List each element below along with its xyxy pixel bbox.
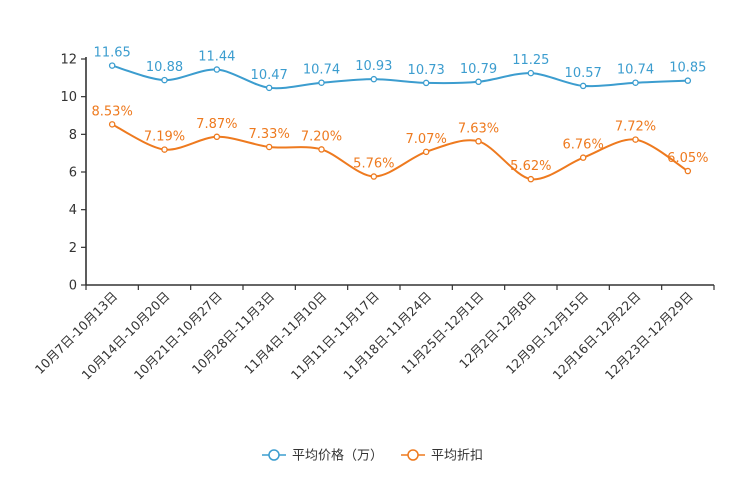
y-tick-label: 6 <box>69 166 77 181</box>
y-tick-label: 10 <box>60 90 77 105</box>
data-label: 7.20% <box>301 129 342 144</box>
x-tick-label: 10月21日-10月27日 <box>131 289 225 383</box>
legend-marker <box>407 449 419 461</box>
data-point <box>579 154 587 161</box>
data-point <box>684 77 692 84</box>
legend-item-1: 平均价格（万） <box>262 448 383 464</box>
data-point <box>632 79 639 86</box>
series-2: 8.53% 7.19% 7.87% 7.33% 7.20% 5.76% 7.07% 7.63%… <box>92 104 708 183</box>
series-layer: 11.65 10.88 11.44 10.47 10.74 10.93 10.73 10.79… <box>92 46 708 183</box>
data-label: 7.07% <box>406 132 447 147</box>
legend-item-2: 平均折扣 <box>401 449 483 464</box>
data-label: 10.79 <box>460 62 497 77</box>
data-point <box>370 75 378 83</box>
data-point <box>213 66 221 73</box>
y-tick-label: 8 <box>69 128 77 143</box>
data-label: 7.87% <box>196 117 237 132</box>
series-line <box>111 64 688 90</box>
x-tick-label: 10月14日-10月20日 <box>78 289 172 383</box>
data-point <box>108 62 116 69</box>
data-label: 10.74 <box>303 63 340 78</box>
data-label: 10.88 <box>146 60 183 75</box>
data-point <box>527 175 535 183</box>
data-label: 11.25 <box>512 53 549 68</box>
x-tick-label: 11月11日-11月17日 <box>288 289 382 383</box>
data-label: 6.05% <box>667 151 708 166</box>
data-label: 10.93 <box>355 59 392 74</box>
data-label: 7.19% <box>144 130 185 145</box>
data-label: 10.85 <box>669 61 706 76</box>
data-point <box>632 136 639 143</box>
data-label: 5.76% <box>353 157 394 172</box>
data-point <box>684 167 692 175</box>
y-tick-label: 4 <box>69 203 77 218</box>
y-tick-label: 2 <box>69 241 77 256</box>
data-label: 10.57 <box>565 66 602 81</box>
data-point <box>475 138 482 145</box>
data-point <box>161 76 168 84</box>
data-point <box>265 84 273 92</box>
data-point <box>108 121 116 128</box>
data-point <box>475 78 482 86</box>
data-point <box>579 82 587 90</box>
x-tick-label: 12月23日-12月29日 <box>602 289 696 383</box>
data-label: 10.73 <box>408 63 445 78</box>
data-label: 7.72% <box>615 120 656 135</box>
data-point <box>265 143 273 151</box>
data-point <box>370 173 378 180</box>
data-point <box>422 148 430 156</box>
data-label: 10.74 <box>617 63 654 78</box>
legend-label: 平均折扣 <box>431 449 483 464</box>
legend: 平均价格（万） 平均折扣 <box>262 448 483 464</box>
data-label: 10.47 <box>251 68 288 83</box>
data-label: 7.63% <box>458 121 499 136</box>
data-label: 11.44 <box>198 50 235 65</box>
data-point <box>318 146 325 153</box>
data-point <box>318 79 325 86</box>
data-label: 6.76% <box>563 138 604 153</box>
y-tick-label: 0 <box>69 279 77 294</box>
legend-marker <box>268 449 280 461</box>
data-point <box>161 146 168 153</box>
data-point <box>527 69 535 77</box>
x-tick-label: 11月18日-11月24日 <box>340 289 434 383</box>
data-point <box>422 79 430 87</box>
data-label: 11.65 <box>94 46 131 61</box>
axes: 02468101210月7日-10月13日10月14日-10月20日10月21日… <box>32 53 715 383</box>
data-point <box>213 133 221 141</box>
series-1: 11.65 10.88 11.44 10.47 10.74 10.93 10.73 10.79… <box>94 46 706 92</box>
data-label: 8.53% <box>92 104 133 119</box>
x-tick-label: 12月16日-12月22日 <box>549 289 643 383</box>
data-label: 7.33% <box>249 127 290 142</box>
y-tick-label: 12 <box>60 53 77 68</box>
data-label: 5.62% <box>510 159 551 174</box>
legend-label: 平均价格（万） <box>292 448 383 464</box>
